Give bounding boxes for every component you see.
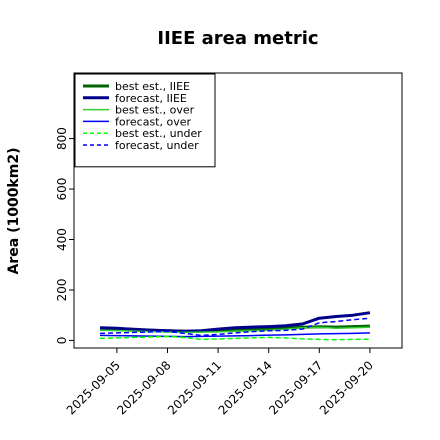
y-tick-label: 0: [55, 337, 69, 345]
plot-frame: [73, 72, 403, 349]
legend-entry: forecast, under: [115, 139, 199, 152]
series-line-6: [99, 317, 370, 337]
y-axis: 0 200 400 600 800: [55, 127, 74, 344]
plot-area: [73, 72, 403, 349]
legend-entry: forecast, over: [115, 115, 191, 128]
y-axis-label: Area (1000km2): [6, 148, 22, 275]
legend-entry: best est., under: [115, 127, 202, 140]
chart-title: IIEE area metric: [157, 28, 318, 49]
y-tick-label: 800: [55, 127, 69, 150]
y-tick-label: 200: [55, 279, 69, 302]
series-line-3: [99, 326, 370, 334]
series-line-2: [99, 311, 371, 333]
legend-entry: forecast, IIEE: [115, 92, 187, 105]
legend-entry: best est., over: [115, 104, 195, 117]
y-tick-label: 600: [55, 178, 69, 201]
legend-entry: best est., IIEE: [115, 80, 190, 93]
x-tick-label: 2025-09-20: [317, 358, 376, 417]
series-line-4: [99, 332, 370, 338]
y-tick-label: 400: [55, 228, 69, 251]
legend-box: [74, 73, 216, 168]
x-axis: 2025-09-052025-09-082025-09-112025-09-14…: [64, 348, 376, 417]
series-line-5: [99, 335, 370, 341]
